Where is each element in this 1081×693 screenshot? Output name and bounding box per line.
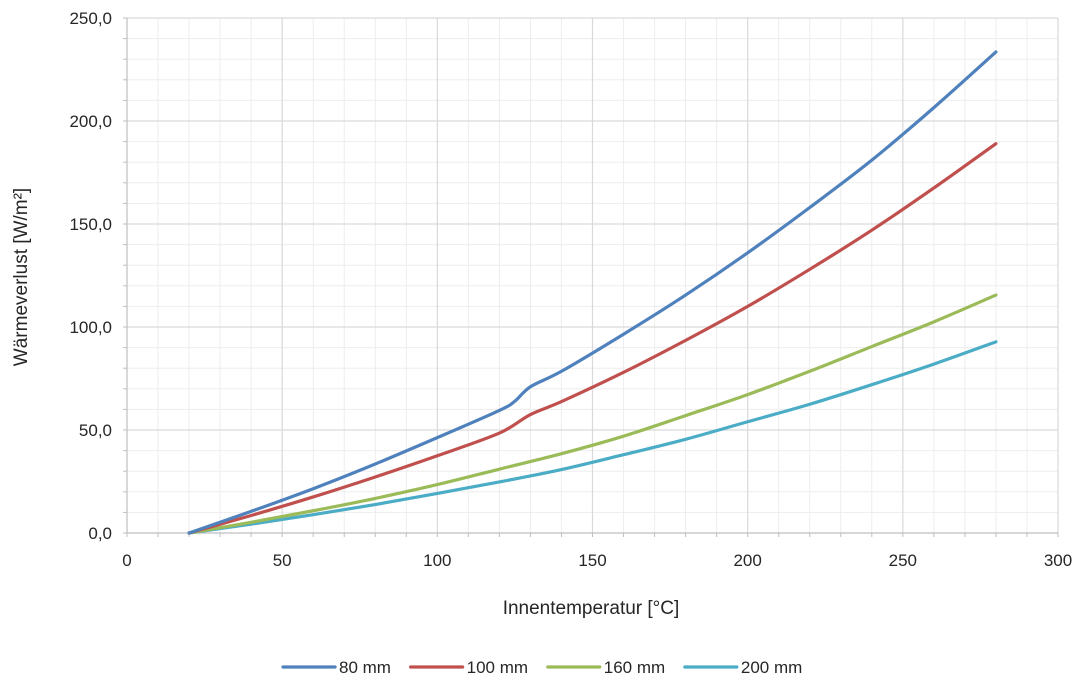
series-lines xyxy=(187,50,998,535)
tick-labels: 0 50 100 150 200 250 300 0,0 50,0 100,0 150,0 200,0… xyxy=(69,9,1072,570)
series-line-80-mm xyxy=(187,50,998,535)
series-line-200-mm xyxy=(187,340,998,535)
series-line-100-mm xyxy=(187,142,998,535)
y-tick-label: 100,0 xyxy=(69,318,112,337)
legend-item: 160 mm xyxy=(546,658,665,677)
y-tick-label: 150,0 xyxy=(69,215,112,234)
x-tick-label: 0 xyxy=(122,551,131,570)
legend: 80 mm 100 mm 160 mm 200 mm xyxy=(281,658,802,677)
x-tick-label: 50 xyxy=(273,551,292,570)
x-tick-label: 200 xyxy=(733,551,761,570)
y-tick-label: 0,0 xyxy=(88,524,112,543)
legend-label: 80 mm xyxy=(339,658,391,677)
legend-item: 200 mm xyxy=(683,658,802,677)
legend-label: 100 mm xyxy=(467,658,528,677)
legend-label: 200 mm xyxy=(741,658,802,677)
x-tick-label: 100 xyxy=(423,551,451,570)
axes xyxy=(123,17,1059,537)
x-tick-label: 150 xyxy=(578,551,606,570)
major-gridlines xyxy=(127,17,1059,533)
x-tick-label: 300 xyxy=(1044,551,1072,570)
legend-item: 100 mm xyxy=(409,658,528,677)
y-axis-title: Wärmeverlust [W/m²] xyxy=(11,188,32,366)
y-tick-label: 250,0 xyxy=(69,9,112,28)
y-tick-label: 50,0 xyxy=(79,421,112,440)
x-axis-title: Innentemperatur [°C] xyxy=(503,598,680,619)
series-line-160-mm xyxy=(187,293,998,535)
legend-label: 160 mm xyxy=(604,658,665,677)
legend-item: 80 mm xyxy=(281,658,391,677)
y-tick-label: 200,0 xyxy=(69,112,112,131)
x-tick-label: 250 xyxy=(889,551,917,570)
